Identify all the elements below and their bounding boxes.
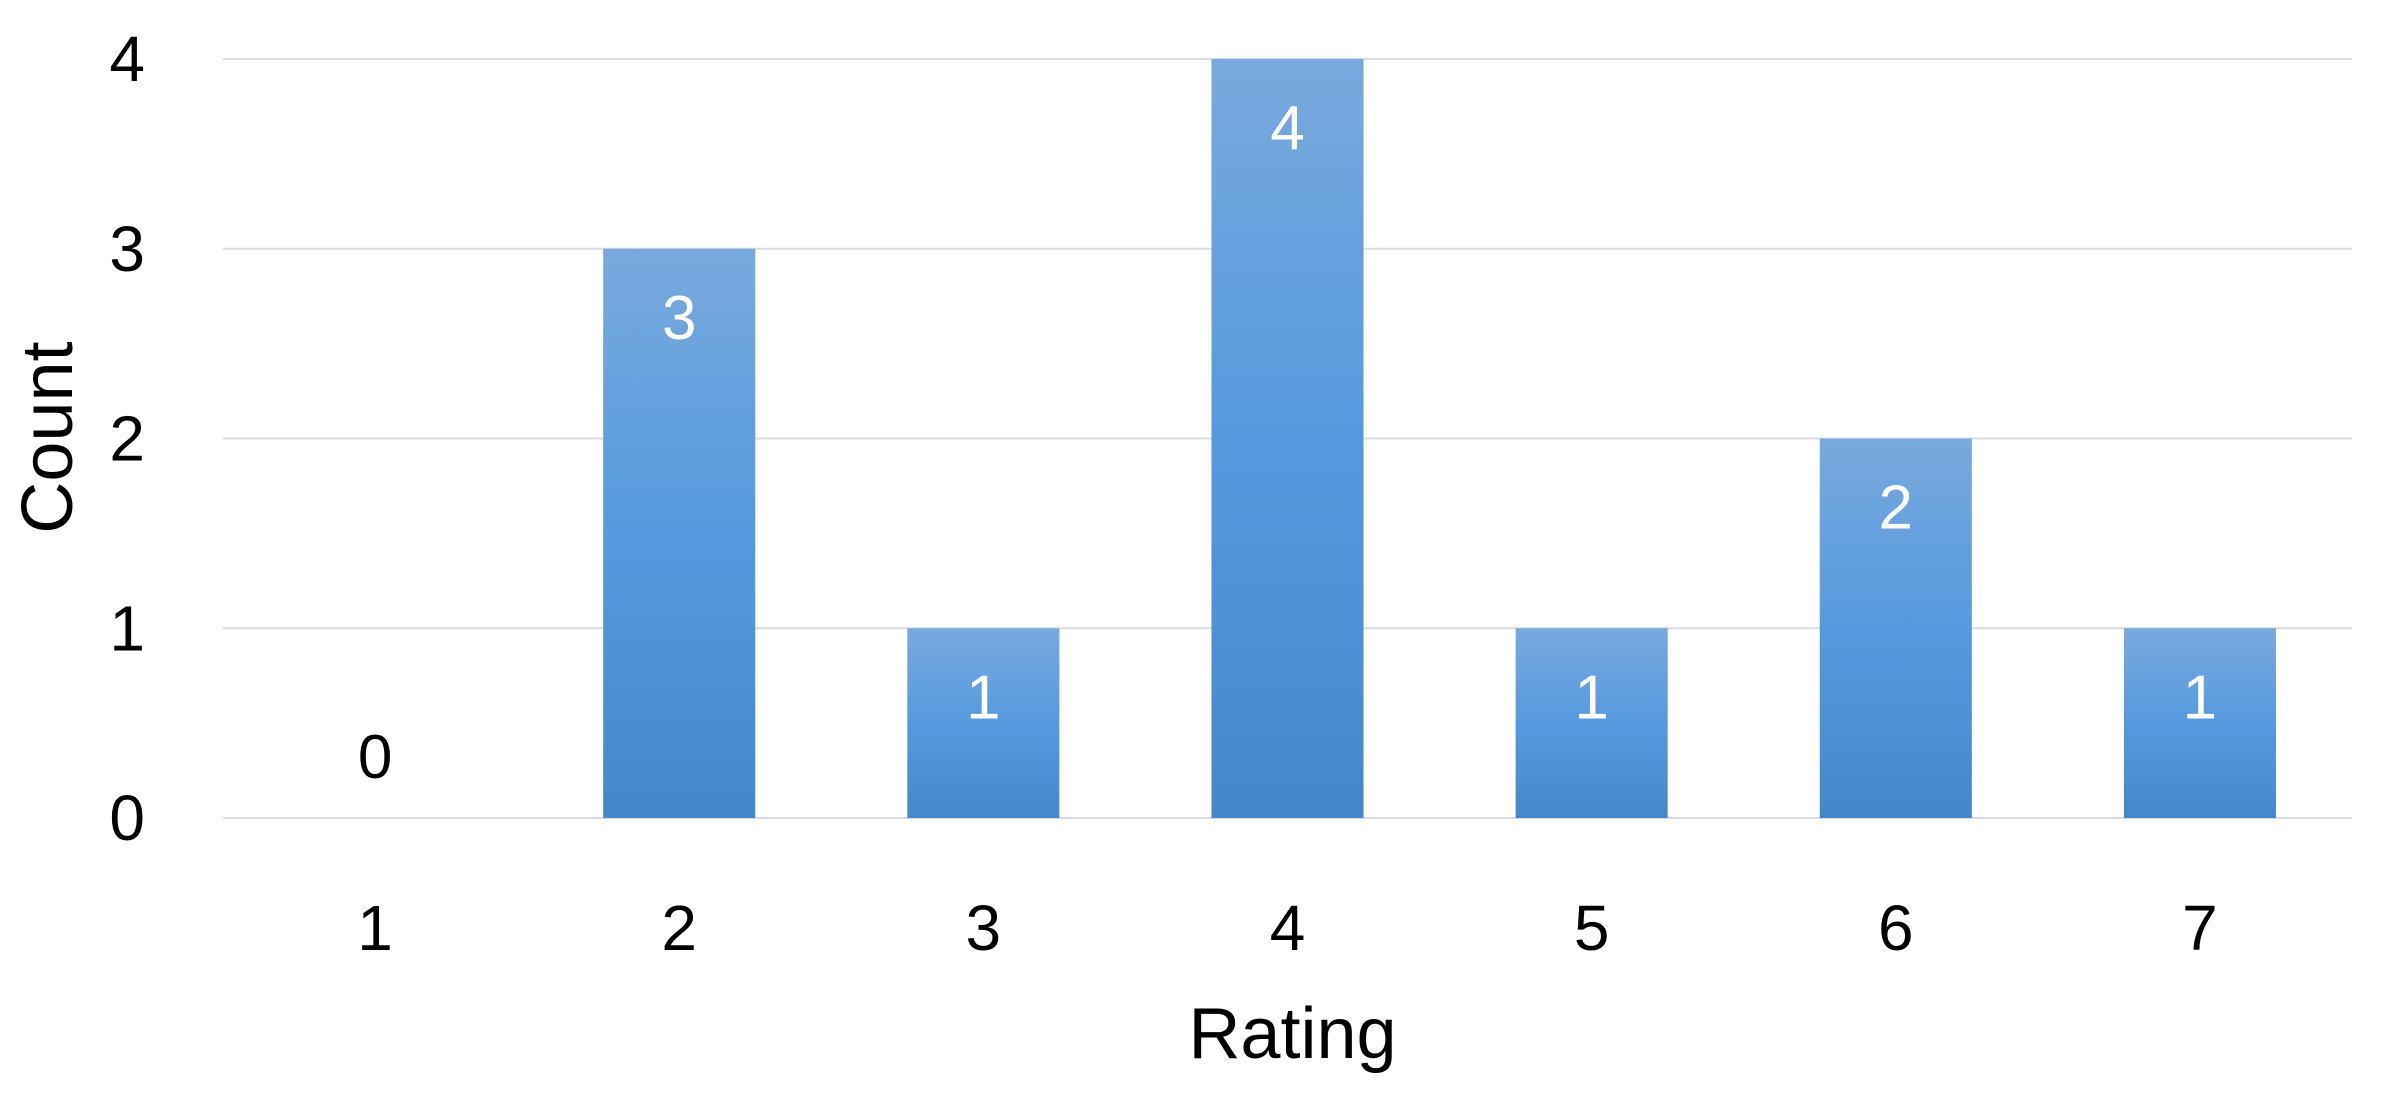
bar-7 — [2123, 628, 2276, 818]
bar-6 — [1819, 438, 1972, 818]
x-tick-label-4: 4 — [1270, 892, 1306, 964]
data-label-7: 1 — [2183, 663, 2217, 732]
x-tick-label-6: 6 — [1878, 892, 1914, 964]
bar-3 — [907, 628, 1060, 818]
y-tick-label-4: 4 — [109, 23, 145, 95]
data-labels: 0 3 1 4 1 2 1 — [358, 94, 2217, 792]
x-axis-title: Rating — [1188, 994, 1396, 1074]
data-label-1: 0 — [358, 723, 392, 792]
x-tick-label-5: 5 — [1574, 892, 1610, 964]
data-label-3: 1 — [966, 663, 1000, 732]
data-label-2: 3 — [662, 284, 696, 353]
y-tick-label-0: 0 — [109, 782, 145, 854]
data-label-4: 4 — [1270, 94, 1304, 163]
x-tick-label-1: 1 — [357, 892, 393, 964]
x-tick-label-2: 2 — [661, 892, 697, 964]
bar-2 — [603, 248, 756, 818]
bar-4 — [1211, 59, 1364, 818]
y-tick-label-3: 3 — [109, 213, 145, 285]
y-tick-label-1: 1 — [109, 592, 145, 664]
y-axis-title: Count — [8, 341, 88, 533]
data-label-6: 2 — [1879, 474, 1913, 543]
bars — [603, 59, 2276, 818]
y-tick-label-2: 2 — [109, 403, 145, 475]
x-tick-label-3: 3 — [966, 892, 1002, 964]
y-axis-ticks: 0 1 2 3 4 — [109, 23, 145, 854]
data-label-5: 1 — [1574, 663, 1608, 732]
bar-5 — [1515, 628, 1668, 818]
x-tick-label-7: 7 — [2182, 892, 2218, 964]
x-axis-ticks: 1 2 3 4 5 6 7 — [357, 892, 2217, 964]
